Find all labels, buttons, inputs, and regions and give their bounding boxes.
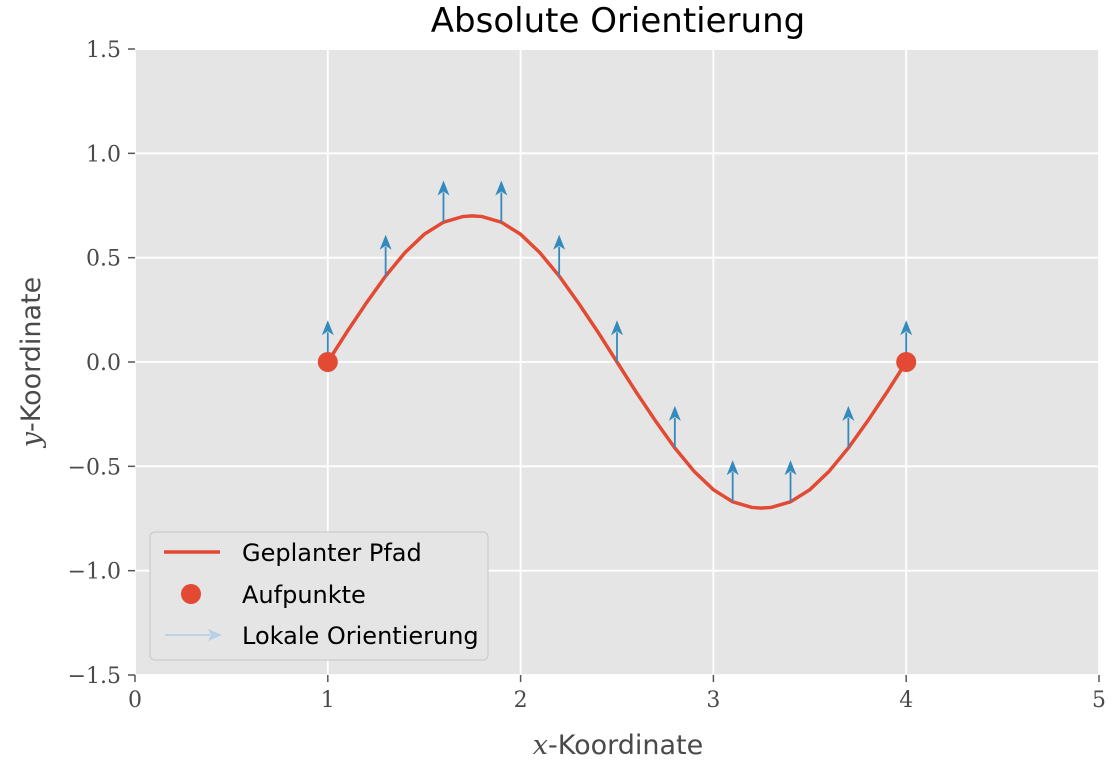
tick-label-x-3: 3	[706, 688, 720, 713]
orientation-arrow	[726, 460, 739, 502]
points-layer	[317, 352, 917, 372]
tick-label-y-1: 1.0	[86, 142, 121, 167]
legend: Geplanter Pfad Aufpunkte Lokale Orientie…	[149, 531, 489, 661]
legend-label-orientation: Lokale Orientierung	[242, 622, 479, 650]
orientation-arrow	[611, 320, 623, 362]
legend-label-path: Geplanter Pfad	[242, 539, 422, 567]
y-axis-label-var: y	[16, 431, 47, 448]
aufpunkt-marker	[317, 352, 338, 372]
orientation-arrow	[495, 180, 508, 223]
x-axis-label: x-Koordinate	[533, 730, 704, 761]
tick-label-y-0_5: 0.5	[86, 247, 121, 272]
orientation-arrow-head	[611, 320, 623, 336]
orientation-arrow-head	[784, 460, 797, 476]
orientation-arrow-head	[437, 180, 450, 196]
aufpunkt-marker	[896, 352, 917, 372]
x-axis-label-rest: -Koordinate	[548, 730, 703, 761]
orientation-arrow-head	[900, 320, 913, 336]
orientation-arrow-head	[495, 180, 508, 196]
orientation-arrow-head	[553, 234, 566, 250]
legend-point-swatch	[181, 584, 201, 604]
orientation-arrow	[553, 234, 566, 277]
orientation-arrow	[842, 405, 855, 448]
y-axis-label: y-Koordinate	[16, 277, 47, 449]
tick-label-y-1_5: 1.5	[86, 38, 121, 63]
orientation-arrow	[379, 234, 392, 277]
orientation-arrow-head	[321, 320, 334, 336]
orientation-arrow-head	[668, 405, 681, 421]
quiver-layer	[321, 180, 913, 502]
tick-label-x-1: 1	[321, 688, 335, 713]
orientation-arrow	[668, 405, 681, 448]
orientation-arrow	[784, 460, 797, 502]
tick-label-x-5: 5	[1092, 688, 1106, 713]
legend-arrow-head	[208, 629, 222, 641]
tick-label-x-2: 2	[514, 688, 528, 713]
orientation-arrow-head	[842, 405, 855, 421]
orientation-arrow	[437, 180, 450, 223]
legend-frame	[149, 531, 489, 661]
tick-label-x-0: 0	[128, 688, 142, 713]
chart-title: Absolute Orientierung	[431, 1, 805, 41]
x-axis-label-var: x	[533, 730, 548, 761]
tick-label-y-m0_5: −0.5	[68, 455, 121, 480]
y-axis-label-rest: -Koordinate	[16, 277, 47, 432]
tick-label-y-m1_5: −1.5	[68, 664, 121, 689]
tick-label-y-m1: −1.0	[68, 560, 121, 585]
orientation-arrow-head	[379, 234, 392, 250]
orientation-arrow-head	[726, 460, 739, 476]
tick-label-x-4: 4	[899, 688, 913, 713]
axis-ticks: 0 1 2 3 4 5 −1.5 −1.0 −0.5 0.0 0.5 1.0 1.5	[68, 38, 1106, 713]
legend-label-points: Aufpunkte	[242, 581, 366, 609]
tick-label-y-0: 0.0	[86, 351, 121, 376]
